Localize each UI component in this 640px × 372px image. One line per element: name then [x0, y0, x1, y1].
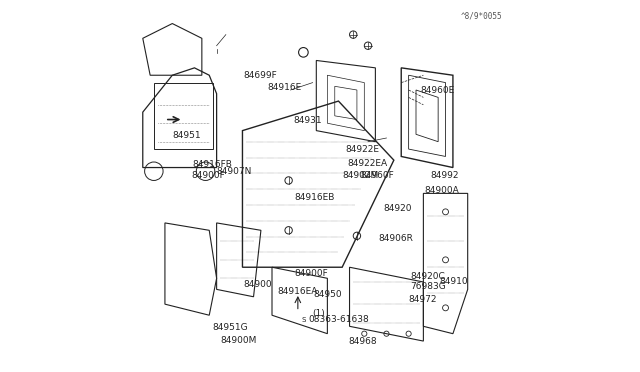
- Text: 84916E: 84916E: [268, 83, 302, 92]
- Text: 84951: 84951: [172, 131, 201, 140]
- Text: 84900: 84900: [243, 280, 272, 289]
- Text: 84992: 84992: [431, 171, 460, 180]
- Text: 84931: 84931: [293, 116, 322, 125]
- Text: 84922EA: 84922EA: [348, 158, 388, 168]
- Text: 84950: 84950: [314, 291, 342, 299]
- Text: 84916FB: 84916FB: [193, 160, 232, 169]
- Text: 84960E: 84960E: [420, 86, 454, 95]
- Text: 84910: 84910: [439, 277, 467, 286]
- Text: 84968: 84968: [349, 337, 378, 346]
- Text: 84960F: 84960F: [360, 171, 394, 180]
- Text: 84922E: 84922E: [345, 145, 379, 154]
- Text: S: S: [301, 317, 305, 323]
- Text: 76983G: 76983G: [410, 282, 446, 291]
- Text: 08363-61638: 08363-61638: [308, 315, 369, 324]
- Text: 84900M: 84900M: [220, 336, 257, 345]
- Text: 84900F: 84900F: [294, 269, 328, 278]
- Text: (1): (1): [312, 309, 324, 318]
- Text: 84972: 84972: [408, 295, 437, 304]
- Text: ^8/9*0055: ^8/9*0055: [460, 12, 502, 21]
- Text: 84907N: 84907N: [216, 167, 252, 176]
- Text: 84951G: 84951G: [212, 323, 248, 331]
- Text: 84900F: 84900F: [191, 171, 225, 180]
- Text: 84920C: 84920C: [410, 272, 445, 281]
- Text: 84902M: 84902M: [342, 171, 378, 180]
- Text: 84916EA: 84916EA: [278, 287, 318, 296]
- Text: 84699F: 84699F: [243, 71, 277, 80]
- Text: 84906R: 84906R: [378, 234, 413, 243]
- Text: 84900A: 84900A: [424, 186, 459, 195]
- Text: 84920: 84920: [383, 204, 412, 214]
- Text: 84916EB: 84916EB: [294, 193, 335, 202]
